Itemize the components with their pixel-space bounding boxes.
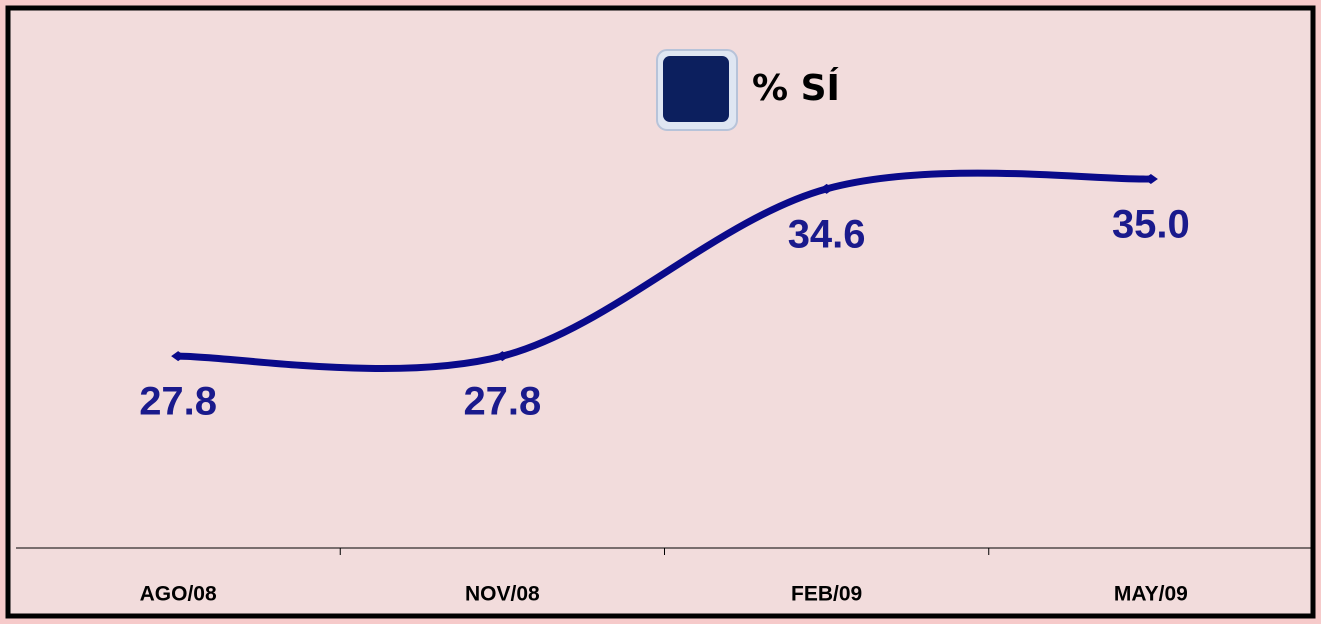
data-label: 35.0 [1112,203,1190,247]
x-tick-label: NOV/08 [465,583,540,606]
x-tick-label: AGO/08 [140,583,217,606]
legend-swatch [663,56,729,122]
legend-label: % SÍ [752,67,840,109]
x-tick-label: FEB/09 [791,583,862,606]
point-marker [819,183,834,194]
series-line [174,169,1155,372]
x-tick-label: MAY/09 [1114,583,1188,606]
point-marker [171,351,186,362]
data-label: 27.8 [463,380,541,424]
data-label: 34.6 [788,212,866,256]
point-marker [1143,174,1158,184]
point-marker [495,351,510,362]
data-label: 27.8 [139,380,217,424]
